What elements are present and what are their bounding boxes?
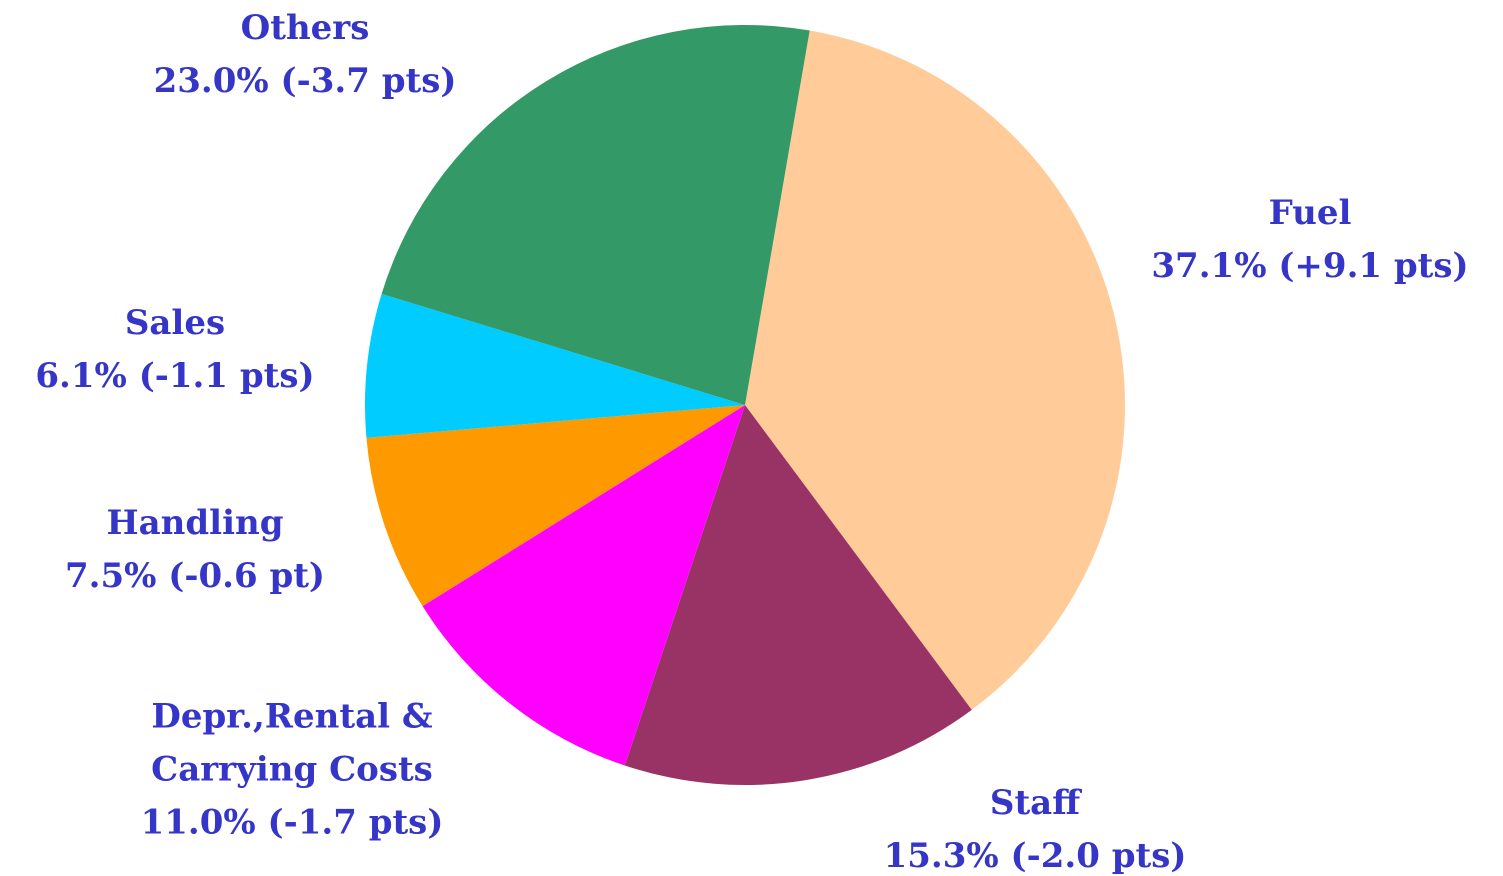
category-label: Others — [240, 8, 370, 48]
value-label: 6.1% (-1.1 pts) — [35, 356, 315, 396]
pie-slice — [624, 405, 972, 785]
category-label: Handling — [106, 503, 284, 543]
value-label: 37.1% (+9.1 pts) — [1151, 246, 1469, 286]
slice-label: Depr.,Rental & Carrying Costs 11.0% (-1.7… — [117, 691, 467, 850]
pie-slice — [366, 405, 745, 607]
value-label: 15.3% (-2.0 pts) — [883, 836, 1187, 876]
value-label: 7.5% (-0.6 pt) — [64, 556, 326, 596]
pie-slice — [745, 30, 1125, 710]
slice-label: Sales 6.1% (-1.1 pts) — [35, 297, 314, 403]
value-label: 23.0% (-3.7 pts) — [153, 61, 457, 101]
pie-slice — [381, 24, 810, 405]
slice-label: Staff 15.3% (-2.0 pts) — [884, 777, 1187, 876]
value-label: 11.0% (-1.7 pts) — [140, 802, 444, 843]
category-label: Depr.,Rental & Carrying Costs — [151, 696, 433, 790]
slice-label: Handling 7.5% (-0.6 pt) — [65, 497, 325, 603]
slice-label: Fuel 37.1% (+9.1 pts) — [1151, 187, 1468, 293]
category-label: Sales — [124, 303, 226, 343]
category-label: Staff — [989, 783, 1081, 823]
pie-slice — [422, 405, 745, 766]
pie-slice — [364, 293, 745, 438]
slice-label: Others 23.0% (-3.7 pts) — [154, 2, 457, 108]
category-label: Fuel — [1268, 193, 1352, 233]
